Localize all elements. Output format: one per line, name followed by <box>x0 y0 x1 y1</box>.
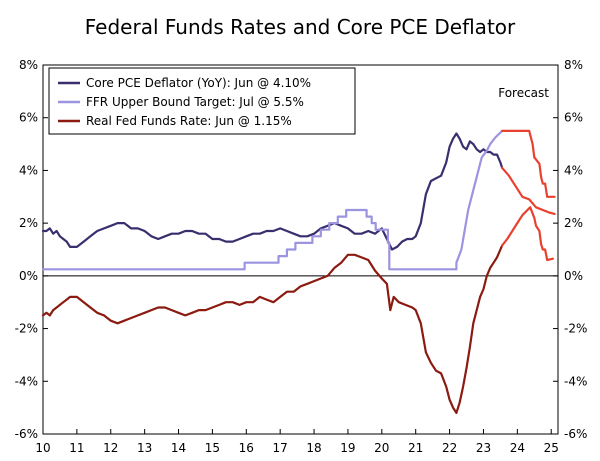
x-tick-label: 15 <box>205 441 220 455</box>
legend: Core PCE Deflator (YoY): Jun @ 4.10% FFR … <box>48 67 356 135</box>
x-tick-label: 14 <box>171 441 186 455</box>
x-tick-label: 12 <box>103 441 118 455</box>
series-line-3 <box>501 129 556 198</box>
axes: 8% 8%6% 6%4% 4%2% 2%0% 0%-2% -2%-4% -4%-6% -6%10… <box>15 58 588 455</box>
x-tick-label: 24 <box>510 441 525 455</box>
legend-box <box>48 67 356 135</box>
series-line-2 <box>41 244 504 414</box>
series-layer <box>41 129 556 414</box>
y-tick-label-right: 4% <box>564 163 583 177</box>
y-tick-label-right: 6% <box>564 111 583 125</box>
y-tick-label-right: 2% <box>564 216 583 230</box>
y-tick-label-left: 4% <box>19 163 38 177</box>
series-line-5 <box>501 206 554 262</box>
x-tick-label: 18 <box>306 441 321 455</box>
y-tick-label-left: -4% <box>15 374 38 388</box>
chart-title: Federal Funds Rates and Core PCE Deflato… <box>85 15 516 39</box>
y-tick-label-left: -2% <box>15 322 38 336</box>
x-tick-label: 10 <box>35 441 50 455</box>
plot-frame <box>42 64 559 435</box>
y-tick-label-right: -6% <box>564 427 587 441</box>
y-tick-label-right: -2% <box>564 322 587 336</box>
y-tick-label-left: 8% <box>19 58 38 72</box>
y-tick-label-left: 6% <box>19 111 38 125</box>
forecast-annotation: Forecast <box>498 86 549 100</box>
series-line-4 <box>501 166 556 215</box>
series-line-1 <box>41 129 504 271</box>
x-tick-label: 23 <box>476 441 491 455</box>
x-tick-label: 19 <box>340 441 355 455</box>
series-line-0 <box>41 132 504 251</box>
y-tick-label-right: 8% <box>564 58 583 72</box>
legend-label-1: FFR Upper Bound Target: Jul @ 5.5% <box>86 95 304 109</box>
legend-label-0: Core PCE Deflator (YoY): Jun @ 4.10% <box>86 76 311 90</box>
x-tick-label: 25 <box>544 441 559 455</box>
x-tick-label: 17 <box>273 441 288 455</box>
y-tick-label-left: -6% <box>15 427 38 441</box>
x-tick-label: 22 <box>442 441 457 455</box>
x-tick-label: 16 <box>239 441 254 455</box>
y-tick-label-left: 0% <box>19 269 38 283</box>
y-tick-label-left: 2% <box>19 216 38 230</box>
x-tick-label: 11 <box>69 441 84 455</box>
x-tick-label: 20 <box>374 441 389 455</box>
x-tick-label: 13 <box>137 441 152 455</box>
y-tick-label-right: -4% <box>564 374 587 388</box>
x-tick-label: 21 <box>408 441 423 455</box>
y-tick-label-right: 0% <box>564 269 583 283</box>
legend-label-2: Real Fed Funds Rate: Jun @ 1.15% <box>86 114 292 128</box>
